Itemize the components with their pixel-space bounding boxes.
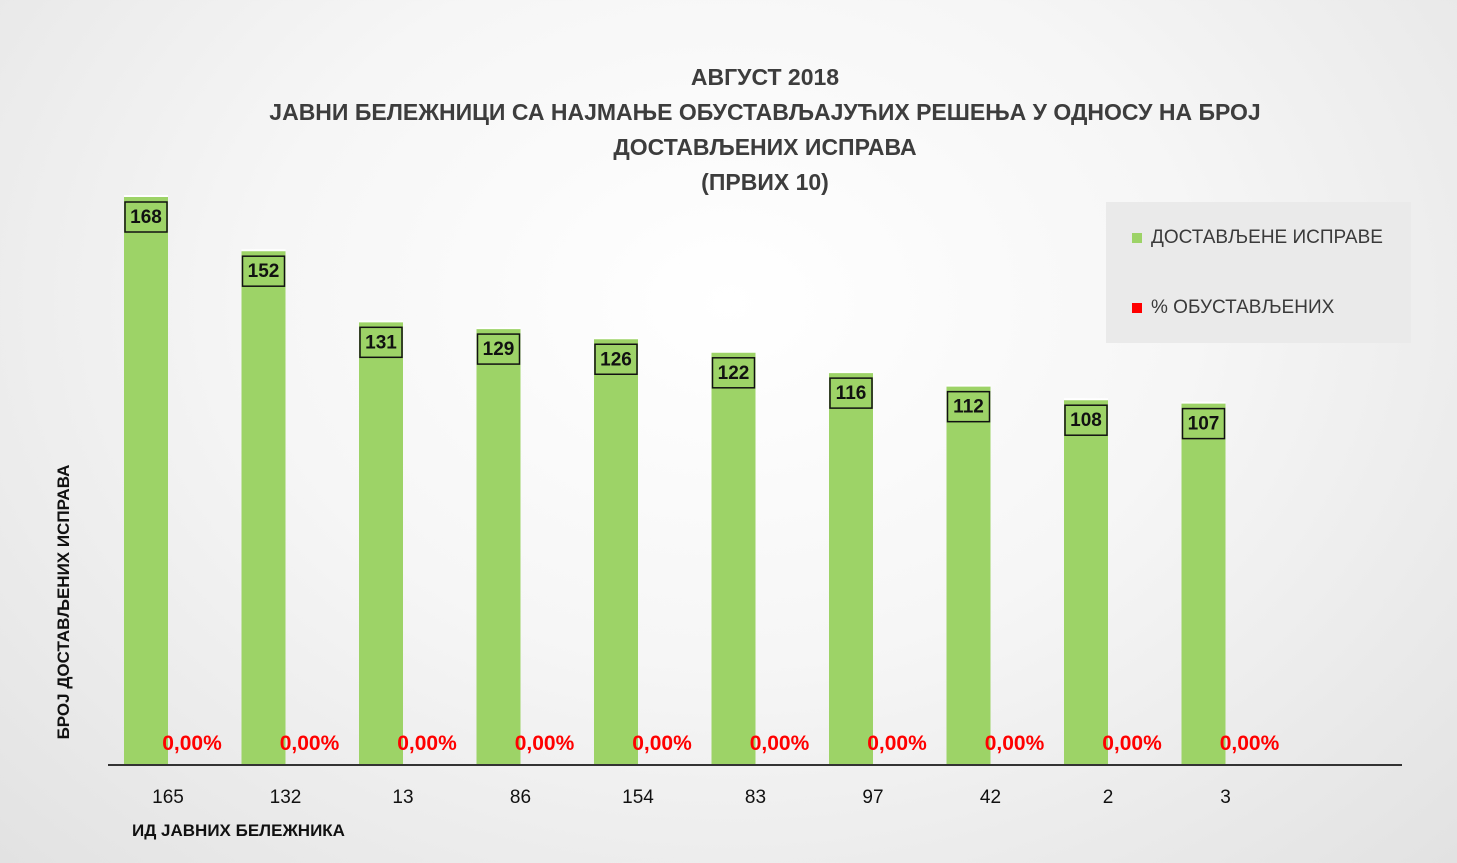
data-label: 152 [248,261,280,282]
legend-label: ДОСТАВЉЕНЕ ИСПРАВЕ [1151,227,1383,248]
percent-label: 0,00% [1220,732,1280,755]
x-tick-label: 83 [745,787,766,808]
x-tick-label: 165 [152,787,184,808]
data-label: 168 [130,207,162,228]
bar [359,321,403,765]
data-label-box [711,357,756,389]
x-tick-label: 86 [510,787,531,808]
bar [829,372,873,765]
percent-label: 0,00% [515,732,575,755]
data-label-box [946,390,991,423]
percent-label: 0,00% [280,732,340,755]
data-label: 108 [1070,410,1102,431]
title-line: ДОСТАВЉЕНИХ ИСПРАВА [613,134,917,160]
percent-label: 0,00% [867,732,927,755]
legend: ДОСТАВЉЕНЕ ИСПРАВЕ % ОБУСТАВЉЕНИХ [1106,202,1411,343]
data-label-box [829,377,873,409]
percent-label: 0,00% [632,732,692,755]
chart-title: АВГУСТ 2018 ЈАВНИ БЕЛЕЖНИЦИ СА НАЈМАЊЕ О… [0,60,1457,200]
data-label: 122 [718,363,750,384]
bar [594,338,638,765]
legend-swatch-green [1132,233,1142,243]
data-label: 112 [953,397,984,418]
legend-label: % ОБУСТАВЉЕНИХ [1151,297,1335,318]
data-label-box [359,326,403,359]
data-label: 129 [483,339,515,360]
x-axis-label: ИД ЈАВНИХ БЕЛЕЖНИКА [132,821,345,840]
x-tick-label: 97 [862,787,883,808]
title-line: АВГУСТ 2018 [690,64,840,90]
data-label-box [241,255,286,287]
bar [1064,399,1108,765]
bar [711,351,756,765]
legend-item: % ОБУСТАВЉЕНИХ [1132,297,1334,319]
x-tick-label: 3 [1220,787,1231,808]
x-tick-label: 132 [270,787,302,808]
legend-item: ДОСТАВЉЕНЕ ИСПРАВЕ [1132,227,1383,249]
title-line: ЈАВНИ БЕЛЕЖНИЦИ СА НАЈМАЊЕ ОБУСТАВЉАЈУЋИ… [269,99,1261,125]
bar [1181,402,1226,765]
bar [241,250,286,765]
title-line: (ПРВИХ 10) [701,169,829,195]
data-label-box [124,201,168,233]
data-label: 126 [600,349,632,370]
percent-label: 0,00% [750,732,810,755]
bar [476,328,521,765]
data-label-box [1181,407,1226,440]
percent-label: 0,00% [397,732,457,755]
percent-label: 0,00% [1102,732,1162,755]
data-label: 131 [365,332,397,353]
data-label-box [1064,404,1108,436]
percent-label: 0,00% [162,732,222,755]
data-label: 116 [836,383,867,404]
data-label-box [594,343,638,375]
x-tick-label: 13 [392,787,413,808]
bar [946,385,991,765]
x-tick-label: 154 [622,787,654,808]
legend-swatch-red [1132,303,1142,313]
data-label: 107 [1188,414,1220,435]
data-label-box [476,333,521,365]
percent-label: 0,00% [985,732,1045,755]
bar [124,196,168,765]
x-tick-label: 2 [1103,787,1114,808]
x-tick-label: 42 [980,787,1001,808]
y-axis-label: БРОЈ ДОСТАВЉЕНИХ ИСПРАВА [54,464,73,740]
